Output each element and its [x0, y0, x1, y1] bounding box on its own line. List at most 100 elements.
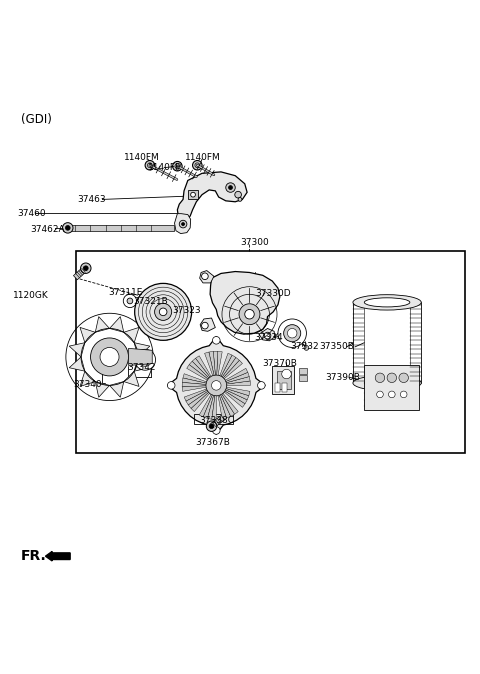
Circle shape [245, 309, 254, 319]
Circle shape [375, 373, 384, 383]
Text: 37330D: 37330D [255, 289, 291, 298]
Circle shape [173, 162, 182, 171]
Polygon shape [109, 381, 124, 397]
Bar [188, 190, 198, 200]
Polygon shape [226, 388, 249, 400]
Polygon shape [217, 351, 222, 375]
Polygon shape [96, 381, 109, 397]
Circle shape [238, 197, 242, 202]
Polygon shape [182, 378, 206, 384]
Polygon shape [182, 386, 206, 392]
Polygon shape [200, 318, 216, 332]
Polygon shape [226, 372, 249, 383]
Polygon shape [222, 357, 240, 377]
Circle shape [228, 185, 232, 189]
Circle shape [278, 319, 306, 347]
Circle shape [123, 295, 137, 307]
Bar [272, 367, 294, 394]
Circle shape [138, 353, 152, 367]
Circle shape [213, 427, 220, 434]
Polygon shape [219, 395, 231, 418]
Text: 37323: 37323 [173, 306, 201, 315]
Bar [299, 375, 307, 381]
Polygon shape [73, 266, 88, 280]
Polygon shape [191, 392, 210, 412]
Circle shape [159, 308, 167, 315]
Text: 37321B: 37321B [134, 297, 168, 306]
Circle shape [65, 226, 70, 231]
Polygon shape [226, 387, 250, 396]
Polygon shape [210, 272, 280, 334]
Polygon shape [195, 356, 211, 377]
Polygon shape [134, 357, 150, 371]
Circle shape [388, 391, 395, 398]
Polygon shape [183, 373, 206, 383]
Polygon shape [178, 172, 247, 219]
Polygon shape [96, 317, 109, 332]
Polygon shape [203, 395, 214, 419]
Polygon shape [204, 352, 214, 375]
Polygon shape [80, 328, 96, 342]
Text: 37311E: 37311E [108, 288, 143, 297]
Circle shape [206, 375, 227, 396]
Polygon shape [134, 342, 150, 357]
Polygon shape [221, 355, 236, 377]
Text: 37460: 37460 [17, 209, 46, 218]
Polygon shape [68, 225, 174, 231]
Text: 37462A: 37462A [30, 225, 65, 234]
Circle shape [62, 222, 73, 233]
Circle shape [202, 273, 208, 280]
Circle shape [202, 322, 208, 329]
Circle shape [91, 338, 129, 376]
Bar [364, 365, 420, 410]
Polygon shape [167, 283, 175, 340]
Circle shape [235, 191, 241, 198]
Circle shape [213, 336, 220, 344]
Polygon shape [189, 361, 209, 379]
Circle shape [168, 381, 175, 389]
Circle shape [399, 373, 408, 383]
Polygon shape [186, 390, 208, 405]
Polygon shape [109, 317, 124, 332]
Circle shape [179, 220, 187, 228]
Circle shape [284, 325, 301, 342]
Circle shape [135, 349, 156, 370]
Bar [277, 371, 291, 389]
Circle shape [81, 263, 91, 274]
Polygon shape [223, 360, 242, 379]
Polygon shape [224, 391, 245, 407]
Text: 37342: 37342 [128, 363, 156, 372]
Circle shape [192, 160, 202, 170]
Polygon shape [188, 392, 209, 408]
Polygon shape [207, 396, 215, 419]
Text: 37300: 37300 [240, 238, 269, 247]
Text: 1140FF: 1140FF [148, 162, 181, 172]
Text: 37463: 37463 [78, 195, 107, 204]
Polygon shape [182, 382, 206, 387]
Text: 37338C: 37338C [200, 416, 235, 425]
Bar [76, 251, 466, 453]
Polygon shape [199, 394, 212, 417]
Circle shape [145, 160, 155, 170]
Bar [282, 384, 287, 392]
Polygon shape [69, 357, 85, 371]
Circle shape [175, 164, 180, 168]
Text: 1140FM: 1140FM [124, 153, 159, 162]
Text: 37370B: 37370B [263, 359, 298, 367]
Polygon shape [209, 351, 216, 375]
Polygon shape [175, 214, 191, 234]
Text: 37340: 37340 [73, 380, 102, 389]
Text: 1140FM: 1140FM [185, 153, 221, 162]
Polygon shape [218, 396, 227, 419]
Text: 37334: 37334 [254, 334, 283, 342]
Circle shape [387, 373, 396, 383]
Polygon shape [227, 377, 250, 384]
Circle shape [195, 163, 200, 168]
Circle shape [239, 304, 260, 325]
Polygon shape [80, 371, 96, 386]
Polygon shape [213, 351, 218, 375]
Polygon shape [168, 336, 265, 434]
Polygon shape [212, 396, 216, 419]
Ellipse shape [353, 295, 421, 310]
Polygon shape [124, 371, 139, 386]
